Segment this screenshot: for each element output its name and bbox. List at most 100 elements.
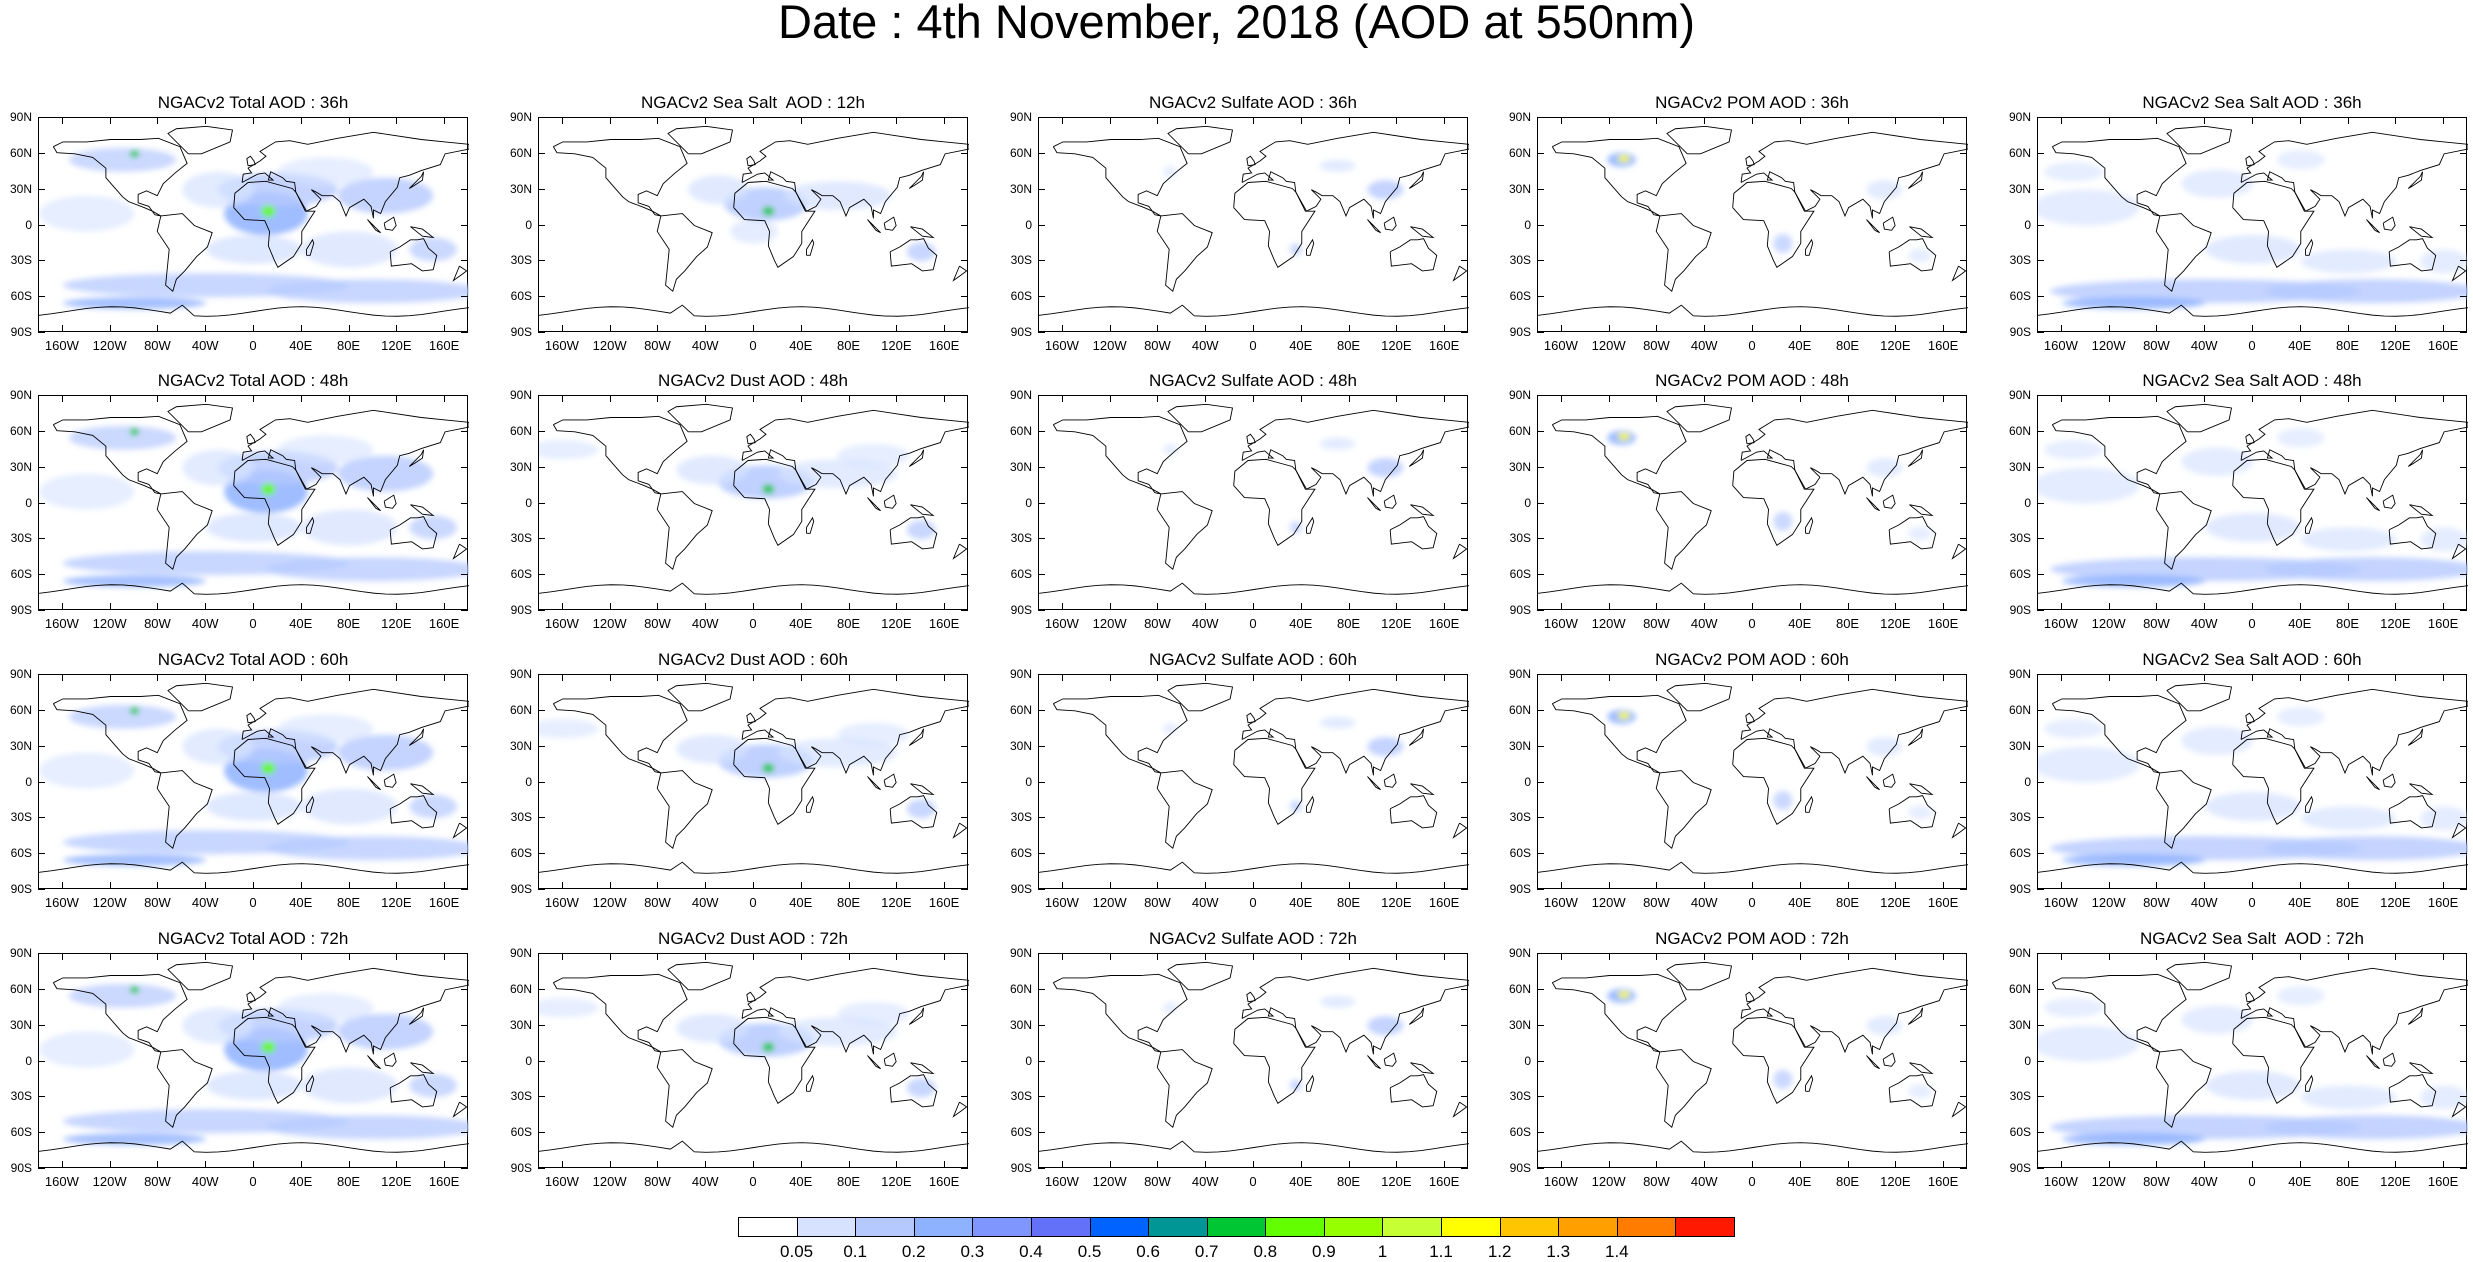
lon-tick	[1109, 117, 1111, 124]
lon-tick-label: 0	[1249, 338, 1257, 353]
world-map	[39, 682, 469, 874]
lon-tick	[1061, 953, 1063, 960]
lat-tick	[1537, 953, 1544, 954]
lat-tick	[538, 1096, 545, 1098]
lon-tick	[944, 1161, 946, 1168]
coastline	[733, 180, 816, 268]
lon-tick	[1444, 882, 1446, 889]
map-panel	[2037, 953, 2468, 1168]
lon-tick	[1799, 325, 1801, 332]
map-panel	[2037, 674, 2468, 889]
lon-tick	[1300, 117, 1302, 124]
aod-region	[409, 237, 458, 262]
lon-tick	[2395, 395, 2397, 402]
map-panel	[1038, 117, 1469, 332]
lon-tick	[1608, 674, 1610, 681]
aod-region	[337, 177, 434, 214]
lat-tick	[38, 538, 45, 540]
lon-tick-label: 40W	[1690, 338, 1718, 353]
aod-region	[2181, 169, 2253, 199]
coastline	[410, 783, 435, 796]
antarctica-coastline	[1538, 861, 1968, 874]
lon-tick-label: 120E	[1880, 616, 1911, 631]
lat-tick	[2460, 538, 2467, 540]
lat-tick	[1038, 296, 1045, 298]
lon-tick-label: 40W	[691, 338, 719, 353]
lon-tick-label: 0	[2248, 895, 2256, 910]
lon-tick-label: 160E	[1428, 895, 1460, 910]
lon-tick	[253, 395, 254, 402]
lon-tick	[1704, 1161, 1706, 1168]
lat-tick	[461, 188, 468, 190]
lat-tick	[2037, 152, 2044, 154]
lat-tick-label: 90S	[510, 325, 532, 339]
lon-tick	[2299, 953, 2301, 960]
lat-tick	[1038, 674, 1045, 675]
lat-tick	[38, 152, 45, 154]
world-map	[1538, 125, 1968, 317]
lat-tick	[2460, 332, 2467, 333]
lon-tick-label: 160E	[1927, 1174, 1959, 1189]
lat-tick	[461, 466, 468, 468]
lat-tick-label: 30S	[1509, 810, 1531, 825]
lat-tick	[961, 538, 968, 540]
lon-tick	[705, 953, 707, 960]
coastline	[2451, 822, 2467, 839]
lon-tick-label: 120E	[881, 616, 912, 631]
lat-tick-label: 90N	[1508, 946, 1531, 960]
lon-tick	[2347, 325, 2349, 332]
lon-tick	[1895, 395, 1897, 402]
coastline	[2451, 1101, 2467, 1118]
lon-tick-label: 80W	[1643, 616, 1670, 631]
lon-tick	[1560, 1161, 1562, 1168]
map-panel	[1537, 395, 1968, 610]
coastline	[2155, 770, 2212, 849]
lat-tick	[2037, 1132, 2044, 1134]
lat-tick	[461, 889, 468, 890]
lat-tick	[2037, 709, 2044, 711]
lon-tick-label: 80W	[644, 895, 671, 910]
coastline	[1156, 770, 1213, 849]
lat-tick	[1537, 1096, 1544, 1098]
lat-tick	[538, 1060, 545, 1062]
lat-tick	[461, 430, 468, 432]
lon-tick	[1704, 117, 1706, 124]
lon-tick-label: 120E	[881, 895, 912, 910]
lat-tick	[1038, 781, 1045, 783]
coastline	[2051, 694, 2187, 774]
lon-tick	[2204, 953, 2206, 960]
lon-tick	[1157, 953, 1159, 960]
aod-region	[906, 242, 936, 262]
lat-tick-label: 30N	[1508, 181, 1531, 196]
aod-region	[1163, 1001, 1178, 1014]
lat-tick	[461, 853, 468, 855]
coastline	[733, 737, 816, 825]
lat-tick-label: 60S	[1010, 289, 1032, 304]
coastline	[1882, 1052, 1896, 1067]
coastline	[1167, 403, 1234, 433]
coastline	[1745, 991, 1755, 1003]
lat-tick	[461, 781, 468, 783]
lon-tick	[2060, 603, 2062, 610]
lat-tick-label: 30S	[1509, 531, 1531, 546]
lat-tick-label: 60S	[510, 1125, 532, 1140]
aod-region	[1773, 511, 1793, 531]
lat-tick	[2037, 224, 2044, 226]
coastline	[1666, 961, 1733, 991]
lat-tick	[538, 152, 545, 154]
lon-tick	[1847, 953, 1849, 960]
aod-region	[2300, 1085, 2397, 1110]
lon-tick-label: 80E	[1835, 1174, 1860, 1189]
lon-tick	[109, 325, 111, 332]
lat-tick-label: 60N	[509, 145, 532, 160]
lat-tick-label: 90S	[2009, 603, 2031, 617]
lat-tick-label: 90S	[10, 882, 32, 896]
lat-tick	[1038, 395, 1045, 396]
lon-tick-label: 40W	[1191, 338, 1219, 353]
aod-region	[2420, 527, 2468, 552]
lon-tick	[1444, 953, 1446, 960]
lat-tick	[461, 988, 468, 990]
lat-tick	[1038, 224, 1045, 226]
coastline	[2388, 1074, 2437, 1108]
antarctica-coastline	[1039, 861, 1469, 874]
